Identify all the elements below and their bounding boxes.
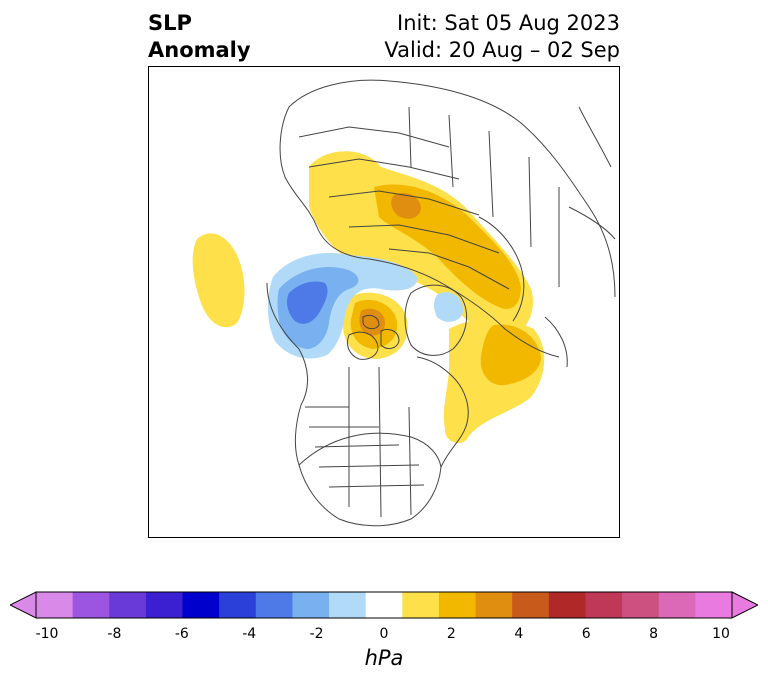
anomaly-negative-atlantic <box>434 292 464 322</box>
colorbar-segment <box>182 592 220 618</box>
colorbar-segment <box>365 592 403 618</box>
colorbar-segment <box>695 592 733 618</box>
anomaly-positive-eurasia-core <box>391 192 421 219</box>
anomaly-negative-core <box>287 281 328 324</box>
colorbar-tick-label: -8 <box>107 626 122 642</box>
colorbar-tick-label: 2 <box>446 626 456 642</box>
colorbar-extend-max <box>731 591 758 619</box>
valid-range: Valid: 20 Aug – 02 Sep <box>384 38 620 62</box>
colorbar-segment <box>585 592 623 618</box>
colorbar-tick-label: -6 <box>174 626 189 642</box>
colorbar-tick-label: -10 <box>35 626 59 642</box>
init-date: Init: Sat 05 Aug 2023 <box>397 11 620 35</box>
colorbar-segment <box>402 592 440 618</box>
colorbar-segment <box>109 592 147 618</box>
colorbar-tick-label: -4 <box>242 626 257 642</box>
coastlines <box>266 79 616 527</box>
colorbar-segment <box>255 592 293 618</box>
colorbar-tick-label: 0 <box>379 626 389 642</box>
map-edge-mask <box>149 283 155 323</box>
map-subtitle: Init: Sat 05 Aug 2023 Valid: 20 Aug – 02… <box>384 10 620 64</box>
colorbar-segment <box>329 592 367 618</box>
colorbar-border <box>35 591 733 619</box>
colorbar-extend-min <box>10 591 37 619</box>
colorbar-segment <box>622 592 660 618</box>
colorbar-tick-label: 6 <box>581 626 591 642</box>
anomaly-positive-pacific <box>192 233 245 328</box>
colorbar-tick-label: 8 <box>649 626 659 642</box>
colorbar-segment <box>548 592 586 618</box>
map-canvas <box>149 79 616 527</box>
colorbar <box>10 591 758 619</box>
colorbar-tick-label: 4 <box>514 626 524 642</box>
title-line-2: Anomaly <box>148 38 251 62</box>
colorbar-tick-label: -2 <box>309 626 324 642</box>
colorbar-segment <box>219 592 257 618</box>
colorbar-segment <box>438 592 477 618</box>
colorbar-segment <box>72 592 110 618</box>
colorbar-segment <box>292 592 330 618</box>
colorbar-segment <box>475 592 513 618</box>
colorbar-tick-label: 10 <box>712 626 730 642</box>
colorbar-segment <box>36 592 74 618</box>
map-panel <box>148 66 620 538</box>
colorbar-segment <box>658 592 696 618</box>
map-title: SLP Anomaly <box>148 10 251 64</box>
title-line-1: SLP <box>148 11 192 35</box>
colorbar-segment <box>145 592 184 618</box>
anomaly-positive-atlantic-inner <box>480 324 541 386</box>
colorbar-segment <box>512 592 550 618</box>
colorbar-label: hPa <box>364 646 404 670</box>
